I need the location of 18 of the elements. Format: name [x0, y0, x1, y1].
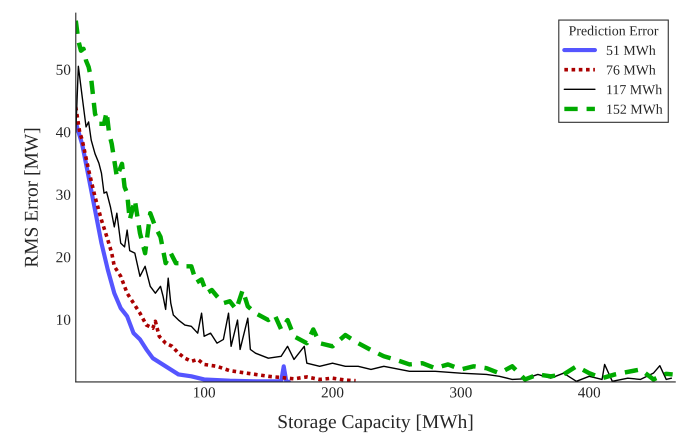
- x-tick-label: 400: [578, 387, 600, 398]
- legend-title: Prediction Error: [569, 26, 658, 36]
- y-tick-label: 10: [56, 314, 70, 325]
- line-series: [76, 105, 358, 382]
- legend-label: 51 MWh: [606, 45, 656, 56]
- y-tick-label: 40: [56, 127, 70, 138]
- legend-label: 117 MWh: [607, 84, 662, 94]
- y-tick-label: 50: [56, 64, 70, 75]
- y-axis-title: RMS Error [MW]: [24, 128, 40, 268]
- x-axis-title: Storage Capacity [MWh]: [278, 414, 472, 432]
- legend-label: 76 MWh: [606, 64, 656, 75]
- line-series: [76, 120, 291, 382]
- x-tick-label: 200: [322, 387, 344, 398]
- x-tick-label: 300: [450, 387, 472, 398]
- x-tick-label: 100: [194, 387, 216, 398]
- legend-label: 152 MWh: [607, 104, 663, 114]
- y-tick-label: 30: [56, 190, 70, 200]
- y-tick-label: 20: [56, 252, 70, 262]
